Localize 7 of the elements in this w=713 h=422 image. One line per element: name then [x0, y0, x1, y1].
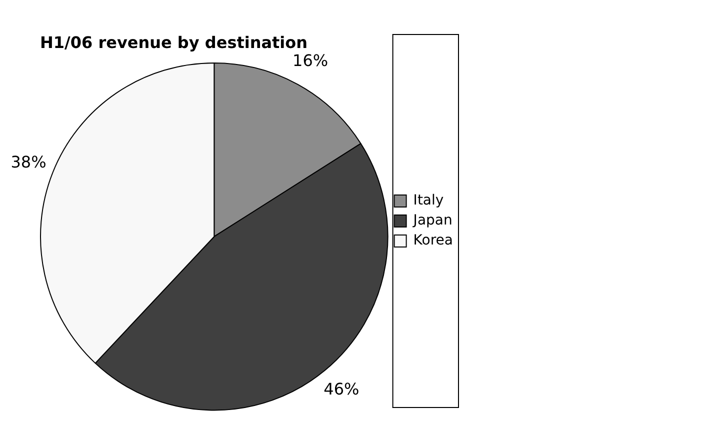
data-label: 16% — [292, 50, 328, 70]
data-label: 38% — [10, 152, 46, 172]
chart-title: H1/06 revenue by destination — [40, 32, 308, 52]
data-label: 46% — [324, 380, 360, 399]
legend-label: Italy — [413, 192, 444, 209]
legend-label: Japan — [412, 212, 452, 229]
legend-label: Korea — [413, 232, 454, 249]
